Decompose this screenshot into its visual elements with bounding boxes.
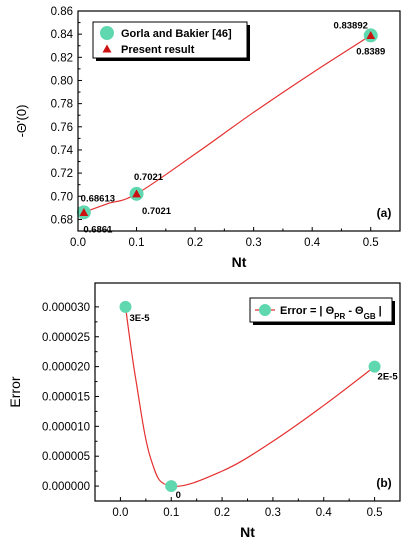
legend-entry-error: Error = | ΘPR - ΘGB | [280,305,382,321]
data-point-circle [165,480,178,493]
data-label: 0.6861 [83,224,113,235]
x-tick-label: 0.2 [187,237,203,249]
legend-box [92,21,248,59]
data-labels: 3E-5 0 2E-5 [129,313,398,501]
plot-frame [94,282,401,502]
y-tick-label: 0.000020 [42,362,90,374]
x-tick-label: 0.0 [112,507,128,519]
legend-circle-marker [100,26,114,40]
data-label: 0.7021 [134,172,164,183]
panel-tag: (a) [377,206,392,220]
data-point-triangle [366,31,376,40]
y-tick-labels: 0.68 0.70 0.72 0.74 0.76 0.78 0.80 0.82 0.84 0.86 [51,6,74,226]
x-tick-label: 0.5 [367,507,383,519]
legend-theta-gb: Θ [355,305,364,317]
fit-curve [83,34,372,213]
y-tick-label: 0.78 [51,99,73,111]
legend-entry-present: Present result [121,44,195,56]
data-point-circle [368,360,381,373]
data-label: 2E-5 [378,372,399,383]
x-tick-label: 0.4 [316,507,333,519]
legend: Gorla and Bakier [46] Present result [92,21,250,61]
y-tick-label: 0.000025 [42,332,90,344]
chart-panel-a: 0.68 0.70 0.72 0.74 0.76 0.78 0.80 0.82 0.84 0.86… [14,6,401,270]
data-label: 0.8389 [356,46,385,57]
x-tick-label: 0.3 [265,507,281,519]
y-tick-label: 0.80 [51,75,73,87]
y-tick-label: 0.000000 [42,481,90,493]
y-tick-label: 0.74 [51,145,74,157]
data-label: 0 [176,490,181,501]
x-tick-label: 0.4 [304,237,321,249]
legend: Error = | ΘPR - ΘGB | [249,297,395,325]
legend-prefix: Error = | [280,305,326,317]
legend-sub-pr: PR [334,312,345,321]
data-points [76,28,378,220]
y-tick-label: 0.000030 [42,302,90,314]
x-tick-label: 0.5 [363,237,379,249]
x-tick-labels: 0.0 0.1 0.2 0.3 0.4 0.5 [70,237,379,249]
data-label: 0.7021 [142,206,172,217]
x-axis-title: Nt [232,254,247,270]
y-tick-label: 0.000015 [42,391,90,403]
panel-tag: (b) [376,476,391,490]
data-point-triangle [132,189,141,198]
x-axis-title: Nt [240,524,255,540]
legend-minus: - [345,305,355,317]
x-tick-label: 0.2 [214,507,230,519]
x-tick-labels: 0.0 0.1 0.2 0.3 0.4 0.5 [112,507,382,519]
y-tick-label: 0.000010 [42,421,90,433]
chart-panel-b: 0.000000 0.000005 0.000010 0.000015 0.000020… [7,282,401,540]
legend-triangle-marker [102,44,112,53]
y-axis-title: Error [7,376,23,407]
y-tick-label: 0.000005 [42,451,90,463]
legend-entry-gorla: Gorla and Bakier [46] [121,28,232,40]
fit-curve [124,306,375,487]
legend-circle-marker [259,304,271,316]
plot-frame [77,10,401,232]
legend-theta-pr: Θ [326,305,335,317]
x-tick-label: 0.0 [70,237,86,249]
y-tick-label: 0.68 [51,214,73,226]
y-tick-label: 0.86 [51,6,73,18]
data-point-triangle [79,207,89,216]
legend-sub-gb: GB [364,312,376,321]
x-tick-label: 0.1 [129,237,145,249]
data-label: 0.83892 [334,20,368,31]
data-point-circle [119,300,132,313]
y-tick-label: 0.76 [51,122,73,134]
y-tick-label: 0.84 [51,29,74,41]
y-axis-title: -Θ'(0) [14,105,29,138]
data-label: 3E-5 [129,313,150,324]
y-tick-labels: 0.000000 0.000005 0.000010 0.000015 0.000020… [42,302,90,493]
x-tick-label: 0.3 [246,237,262,249]
data-label: 0.68613 [81,193,115,204]
y-tick-label: 0.70 [51,191,73,203]
legend-suffix: | [376,305,382,317]
y-tick-label: 0.72 [51,168,73,180]
y-tick-label: 0.82 [51,52,73,64]
data-labels: 0.68613 0.6861 0.7021 0.7021 0.83892 0.8389 [81,20,386,235]
axis-ticks [95,306,376,501]
data-points [119,300,381,493]
x-tick-label: 0.1 [163,507,179,519]
